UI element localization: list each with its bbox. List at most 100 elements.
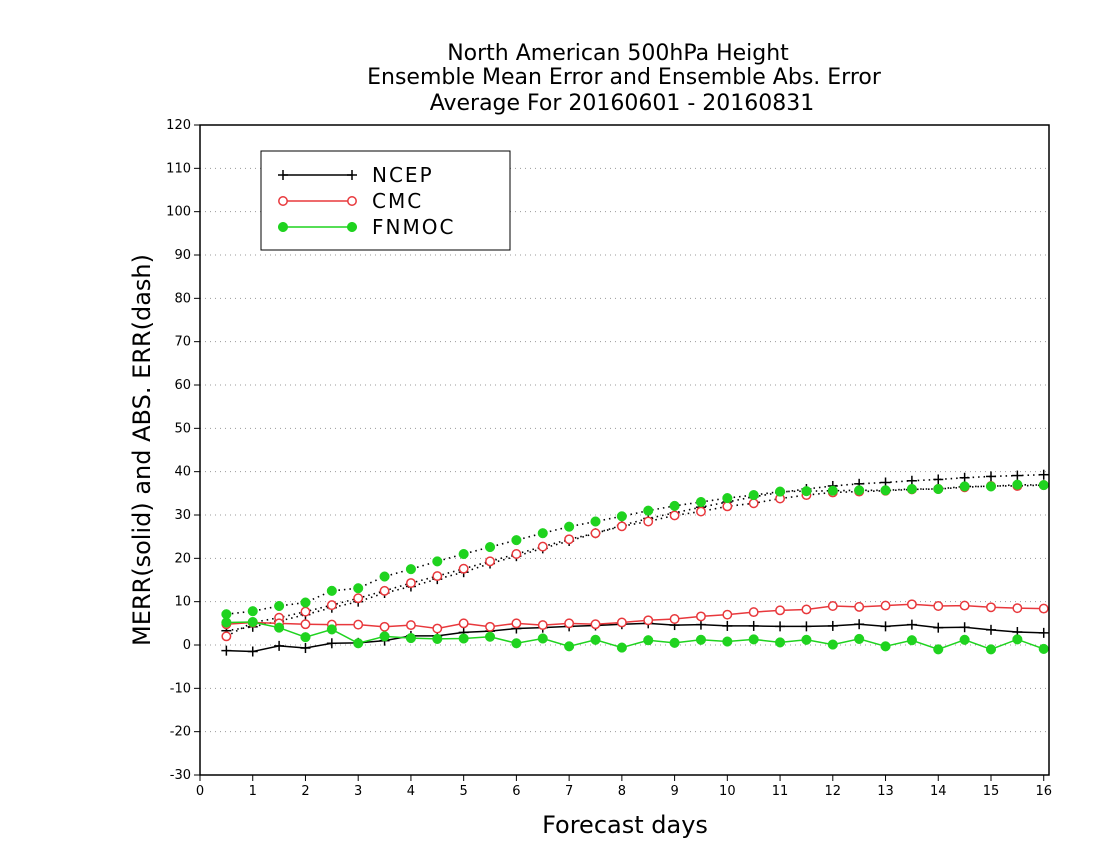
data-point-cmc-abs-err: [669, 510, 680, 521]
data-point-cmc-merr: [669, 614, 680, 624]
data-point-cmc-merr: [880, 600, 891, 611]
data-point-cmc-merr: [379, 621, 390, 632]
legend-label-fnmoc: FNMOC: [372, 215, 455, 239]
data-point-ncep-abs-err: [933, 474, 944, 485]
data-point-ncep-merr: [985, 624, 996, 635]
data-point-ncep-merr: [274, 640, 285, 651]
data-point-cmc-abs-err: [405, 578, 416, 588]
legend-marker-fnmoc: [277, 221, 289, 233]
data-point-fnmoc-merr: [1038, 643, 1049, 654]
data-point-cmc-merr: [959, 600, 970, 611]
data-point-cmc-merr: [696, 611, 706, 622]
y-tick-label: 30: [174, 508, 191, 523]
x-tick-label: 7: [565, 784, 573, 799]
data-point-fnmoc-merr: [827, 639, 838, 650]
data-point-fnmoc-abs-err: [590, 516, 601, 527]
data-point-fnmoc-merr: [722, 636, 733, 647]
y-tick-label: 60: [174, 378, 191, 393]
data-point-fnmoc-merr: [854, 633, 865, 644]
data-point-fnmoc-merr: [748, 634, 759, 645]
data-point-ncep-merr: [854, 619, 865, 630]
data-point-cmc-merr: [537, 620, 548, 631]
x-axis-label: Forecast days: [542, 811, 708, 839]
data-point-cmc-abs-err: [485, 556, 495, 567]
data-point-fnmoc-abs-err: [933, 483, 944, 495]
data-point-cmc-abs-err: [300, 606, 311, 617]
legend-marker-cmc: [347, 196, 357, 206]
series-line-ncep-merr: [226, 622, 1044, 653]
data-point-ncep-merr: [827, 620, 838, 631]
data-point-fnmoc-abs-err: [959, 481, 970, 492]
data-point-fnmoc-merr: [405, 633, 416, 644]
x-tick-label: 0: [196, 784, 204, 799]
x-tick-label: 15: [983, 784, 1000, 799]
data-point-ncep-abs-err: [959, 472, 970, 483]
x-tick-label: 10: [719, 784, 736, 799]
data-point-cmc-merr: [986, 602, 996, 613]
data-point-fnmoc-abs-err: [695, 496, 707, 508]
data-point-fnmoc-merr: [959, 634, 970, 645]
data-point-ncep-merr: [959, 622, 970, 633]
x-tick-label: 3: [354, 784, 362, 799]
x-tick-label: 16: [1035, 784, 1052, 799]
data-point-cmc-merr: [1038, 603, 1049, 614]
x-tick-label: 14: [930, 784, 947, 799]
data-point-fnmoc-merr: [906, 635, 917, 646]
data-point-cmc-merr: [616, 617, 627, 628]
legend-marker-cmc: [278, 196, 288, 206]
x-tick-label: 4: [407, 784, 415, 799]
data-point-cmc-abs-err: [379, 585, 390, 596]
data-point-fnmoc-abs-err: [985, 481, 997, 492]
x-tick-label: 8: [618, 784, 626, 799]
data-point-fnmoc-abs-err: [300, 597, 311, 608]
data-point-fnmoc-merr: [274, 622, 285, 633]
chart-title: North American 500hPa Height Ensemble Me…: [367, 41, 882, 116]
y-tick-label: 0: [183, 638, 191, 653]
data-point-ncep-merr: [247, 646, 258, 657]
data-point-fnmoc-merr: [511, 638, 522, 649]
data-point-fnmoc-abs-err: [827, 485, 838, 496]
x-axis-ticks: 0 1 2 3 4 5 6 7 8 9 10 11 12 13 14 15 16: [196, 775, 1052, 799]
title-line-3: Average For 20160601 - 20160831: [430, 91, 815, 116]
y-tick-label: 80: [174, 291, 191, 306]
data-point-cmc-merr: [405, 620, 416, 631]
data-point-fnmoc-abs-err: [326, 585, 337, 596]
data-point-cmc-abs-err: [511, 549, 522, 559]
data-point-cmc-abs-err: [696, 506, 706, 517]
y-axis-ticks: -30 -20 -10 0 10 20 30 40 50 60 70 80 90 100 110 120: [166, 118, 200, 783]
data-point-fnmoc-merr: [985, 644, 997, 655]
y-tick-label: 70: [174, 335, 191, 350]
x-tick-label: 6: [512, 784, 520, 799]
y-tick-label: -10: [170, 681, 191, 696]
data-point-fnmoc-abs-err: [537, 528, 548, 539]
title-line-2: Ensemble Mean Error and Ensemble Abs. Er…: [367, 65, 882, 90]
y-tick-label: 120: [166, 118, 191, 133]
data-point-ncep-merr: [1038, 627, 1049, 638]
data-point-ncep-merr: [933, 622, 944, 633]
data-point-fnmoc-abs-err: [880, 485, 891, 496]
data-point-ncep-merr: [748, 620, 759, 631]
x-tick-label: 2: [301, 784, 309, 799]
data-point-fnmoc-merr: [880, 641, 891, 652]
data-point-fnmoc-abs-err: [643, 505, 654, 516]
data-point-fnmoc-abs-err: [616, 511, 627, 522]
data-point-fnmoc-merr: [616, 642, 627, 653]
legend-marker-ncep: [347, 170, 357, 180]
data-point-fnmoc-merr: [537, 633, 548, 644]
data-point-fnmoc-abs-err: [669, 500, 680, 511]
data-point-fnmoc-abs-err: [405, 564, 416, 575]
data-point-fnmoc-abs-err: [775, 486, 786, 497]
data-point-ncep-abs-err: [1038, 469, 1049, 480]
y-tick-label: 90: [174, 248, 191, 263]
data-point-ncep-merr: [722, 620, 733, 631]
data-point-ncep-abs-err: [1012, 470, 1023, 481]
data-point-fnmoc-abs-err: [353, 583, 364, 594]
x-tick-label: 13: [877, 784, 894, 799]
data-point-fnmoc-abs-err: [274, 600, 285, 612]
legend-marker-fnmoc: [346, 221, 358, 233]
data-point-fnmoc-abs-err: [854, 485, 865, 496]
data-point-fnmoc-merr: [801, 634, 812, 645]
data-point-ncep-merr: [300, 643, 311, 654]
data-point-ncep-merr: [326, 638, 337, 649]
